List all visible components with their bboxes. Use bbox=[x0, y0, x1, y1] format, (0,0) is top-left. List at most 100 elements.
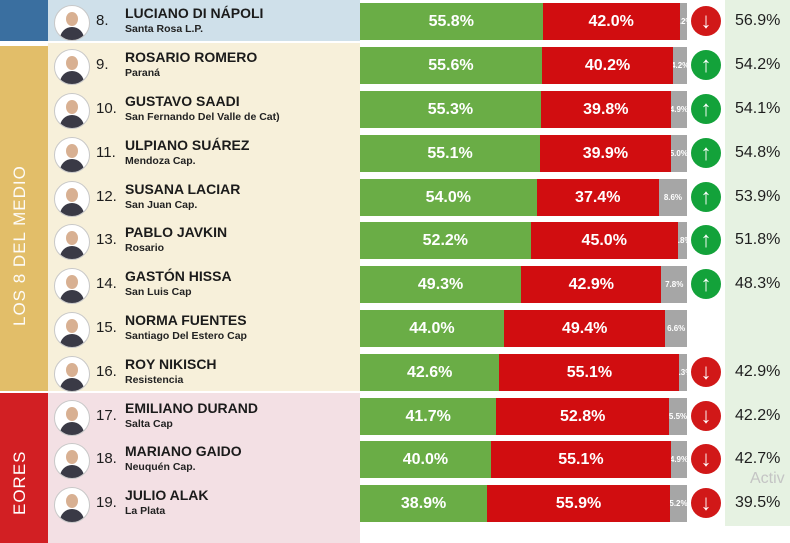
stacked-bar: 55.3% 39.8% 4.9% bbox=[360, 91, 687, 128]
name-column-bg-middle bbox=[48, 43, 360, 391]
avatar-body bbox=[60, 71, 84, 84]
avatar bbox=[54, 487, 90, 523]
avatar bbox=[54, 268, 90, 304]
avatar-head bbox=[66, 494, 78, 508]
arrow-up-icon: ↑ bbox=[691, 225, 721, 255]
avatar-body bbox=[60, 334, 84, 347]
result-value: 48.3% bbox=[735, 275, 781, 292]
bar-unknown: 4.2% bbox=[673, 47, 687, 84]
arrow-down-icon: ↓ bbox=[691, 6, 721, 36]
avatar bbox=[54, 443, 90, 479]
result-cell: 39.5% bbox=[725, 482, 790, 526]
avatar-body bbox=[60, 203, 84, 216]
candidate-city: Resistencia bbox=[125, 374, 184, 386]
ranking-row: 12. SUSANA LACIAR San Juan Cap. 54.0% 37.4% 8… bbox=[48, 176, 790, 220]
candidate-name: GASTÓN HISSA bbox=[125, 268, 232, 284]
bar-negative: 45.0% bbox=[530, 222, 678, 259]
candidate-name: ULPIANO SUÁREZ bbox=[125, 137, 250, 153]
avatar bbox=[54, 356, 90, 392]
arrow-down-icon: ↓ bbox=[691, 401, 721, 431]
avatar-head bbox=[66, 231, 78, 245]
candidate-city: Paraná bbox=[125, 67, 161, 79]
result-value: 54.8% bbox=[735, 144, 781, 161]
stacked-bar: 55.1% 39.9% 5.0% bbox=[360, 135, 687, 172]
name-column-bg-top bbox=[48, 0, 360, 41]
rank-number: 16. bbox=[96, 363, 117, 380]
avatar bbox=[54, 181, 90, 217]
bar-unknown: 5.2% bbox=[669, 485, 687, 522]
ranking-row: 15. NORMA FUENTES Santiago Del Estero Cap 4… bbox=[48, 307, 790, 351]
rank-number: 17. bbox=[96, 407, 117, 424]
bar-negative: 40.2% bbox=[541, 47, 674, 84]
bar-unknown: 7.8% bbox=[661, 266, 687, 303]
bar-unknown: 2.3% bbox=[679, 354, 687, 391]
avatar-head bbox=[66, 363, 78, 377]
result-value: 42.2% bbox=[735, 407, 781, 424]
candidate-name: JULIO ALAK bbox=[125, 487, 209, 503]
bar-negative: 37.4% bbox=[536, 179, 659, 216]
result-cell: 42.7% bbox=[725, 438, 790, 482]
avatar bbox=[54, 49, 90, 85]
avatar-head bbox=[66, 56, 78, 70]
bar-positive: 44.0% bbox=[360, 310, 504, 347]
bar-positive: 40.0% bbox=[360, 441, 491, 478]
candidate-city: Mendoza Cap. bbox=[125, 155, 196, 167]
bar-negative: 42.9% bbox=[521, 266, 662, 303]
bar-negative: 39.8% bbox=[540, 91, 671, 128]
bar-positive: 55.8% bbox=[360, 3, 543, 40]
bar-positive: 52.2% bbox=[360, 222, 531, 259]
candidate-city: Rosario bbox=[125, 242, 165, 254]
avatar-head bbox=[66, 12, 78, 26]
result-cell bbox=[725, 307, 790, 351]
stacked-bar: 55.8%42.0%2.2% bbox=[360, 3, 687, 40]
stacked-bar: 41.7% 52.8% 5.5% bbox=[360, 398, 687, 435]
result-value: 54.1% bbox=[735, 100, 781, 117]
candidate-city: Santa Rosa L.P. bbox=[125, 23, 204, 35]
avatar bbox=[54, 312, 90, 348]
bar-unknown: 2.2% bbox=[679, 3, 687, 40]
ranking-row: 8. LUCIANO DI NÁPOLI Santa Rosa L.P. 55.8% 4… bbox=[48, 0, 790, 44]
avatar-body bbox=[60, 290, 84, 303]
avatar-head bbox=[66, 319, 78, 333]
ranking-row: 14. GASTÓN HISSA San Luis Cap 49.3% 42.9% 7.8… bbox=[48, 263, 790, 307]
ranking-row: 10. GUSTAVO SAADI San Fernando Del Valle d… bbox=[48, 88, 790, 132]
candidate-city: San Juan Cap. bbox=[125, 199, 198, 211]
avatar-body bbox=[60, 159, 84, 172]
result-cell: 53.9% bbox=[725, 176, 790, 220]
arrow-up-icon: ↑ bbox=[691, 50, 721, 80]
group-band-middle: LOS 8 DEL MEDIO bbox=[0, 46, 48, 391]
result-value: 39.5% bbox=[735, 494, 781, 511]
result-value: 42.9% bbox=[735, 363, 781, 380]
result-value: 53.9% bbox=[735, 188, 781, 205]
result-value: 54.2% bbox=[735, 56, 781, 73]
bar-unknown: 2.8% bbox=[677, 222, 687, 259]
stacked-bar: 54.0% 37.4% 8.6% bbox=[360, 179, 687, 216]
avatar-body bbox=[60, 378, 84, 391]
result-cell: 42.9% bbox=[725, 351, 790, 395]
candidate-city: San Fernando Del Valle de Cat) bbox=[125, 111, 280, 123]
ranking-row: 11. ULPIANO SUÁREZ Mendoza Cap. 55.1% 39.9% 5… bbox=[48, 132, 790, 176]
stacked-bar: 44.0% 49.4% 6.6% bbox=[360, 310, 687, 347]
bar-negative: 55.9% bbox=[487, 485, 670, 522]
rank-number: 9. bbox=[96, 56, 109, 73]
rank-number: 14. bbox=[96, 275, 117, 292]
rank-number: 12. bbox=[96, 188, 117, 205]
arrow-up-icon: ↑ bbox=[691, 182, 721, 212]
rank-number: 13. bbox=[96, 231, 117, 248]
avatar-head bbox=[66, 450, 78, 464]
avatar-body bbox=[60, 246, 84, 259]
arrow-down-icon: ↓ bbox=[691, 357, 721, 387]
bar-unknown: 5.0% bbox=[670, 135, 687, 172]
bar-negative: 49.4% bbox=[503, 310, 666, 347]
group-band-top bbox=[0, 0, 48, 41]
avatar-body bbox=[60, 115, 84, 128]
candidate-city: San Luis Cap bbox=[125, 286, 192, 298]
ranking-row: 18. MARIANO GAIDO Neuquén Cap. 40.0% 55.1% 4.… bbox=[48, 438, 790, 482]
bar-positive: 55.1% bbox=[360, 135, 541, 172]
result-cell: 54.1% bbox=[725, 88, 790, 132]
bar-unknown: 6.6% bbox=[665, 310, 687, 347]
stacked-bar: 55.6%40.2%4.2% bbox=[360, 47, 687, 84]
ranking-row: 9.ROSARIO ROMEROParaná55.6%40.2%4.2%↑54.… bbox=[48, 44, 790, 88]
avatar-body bbox=[60, 422, 84, 435]
bar-unknown: 8.6% bbox=[658, 179, 687, 216]
